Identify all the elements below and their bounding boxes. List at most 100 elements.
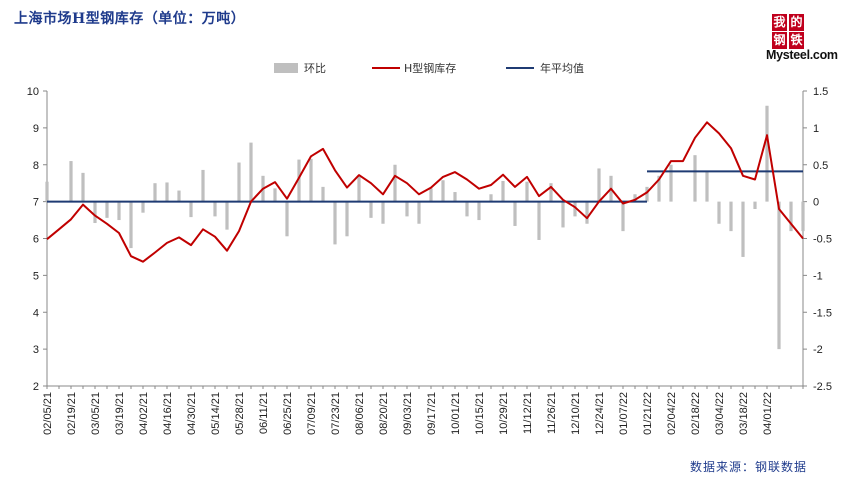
x-tick-label: 10/15/21 <box>474 392 486 435</box>
x-tick-label: 02/05/21 <box>42 392 54 435</box>
change-bar <box>345 201 349 237</box>
change-bar <box>393 164 397 202</box>
change-bar <box>441 180 445 202</box>
change-bar <box>105 201 109 218</box>
x-tick-label: 03/04/22 <box>714 392 726 435</box>
change-bar <box>69 161 73 202</box>
logo-char: 我 <box>772 14 787 31</box>
x-tick-label: 09/17/21 <box>426 392 438 435</box>
x-tick-label: 05/14/21 <box>210 392 222 435</box>
x-tick-label: 07/09/21 <box>306 392 318 435</box>
y-right-tick-label: 0 <box>813 197 819 209</box>
y-left-tick-label: 4 <box>33 307 39 319</box>
legend-swatch-change <box>274 63 298 73</box>
x-tick-label: 06/25/21 <box>282 392 294 435</box>
logo-char: 钢 <box>772 32 787 49</box>
change-bar <box>285 201 289 237</box>
x-tick-label: 08/20/21 <box>378 392 390 435</box>
change-bar <box>621 201 625 232</box>
x-tick-label: 10/29/21 <box>498 392 510 435</box>
y-right-tick-label: -1 <box>813 270 823 282</box>
change-bar <box>369 201 373 218</box>
change-bar <box>561 201 565 228</box>
change-bar <box>309 158 313 202</box>
change-bar <box>417 201 421 224</box>
change-bar <box>81 172 85 202</box>
x-tick-label: 08/06/21 <box>354 392 366 435</box>
x-tick-label: 04/02/21 <box>138 392 150 435</box>
y-right-tick-label: 1 <box>813 123 819 135</box>
chart-title: 上海市场H型钢库存（单位：万吨） <box>14 11 246 27</box>
change-bar <box>213 201 217 217</box>
change-bar <box>537 201 541 240</box>
change-bar <box>525 181 529 202</box>
x-tick-label: 05/28/21 <box>234 392 246 435</box>
change-bar <box>549 183 553 202</box>
x-tick-label: 04/01/22 <box>762 392 774 435</box>
change-bar <box>705 170 709 202</box>
legend-label-change: 环比 <box>304 62 326 75</box>
change-bar <box>753 201 757 209</box>
y-right-tick-label: 0.5 <box>813 160 828 172</box>
x-tick-label: 01/07/22 <box>618 392 630 435</box>
x-tick-label: 03/18/22 <box>738 392 750 435</box>
change-bar <box>765 105 769 202</box>
y-left-tick-label: 2 <box>33 381 39 393</box>
legend-label-average: 年平均值 <box>540 61 584 75</box>
change-bar <box>573 201 577 217</box>
change-bar <box>249 142 253 202</box>
change-bar <box>777 201 781 350</box>
x-tick-label: 12/10/21 <box>570 392 582 435</box>
change-bar <box>177 190 181 202</box>
x-tick-label: 09/03/21 <box>402 392 414 435</box>
change-bar <box>45 181 49 202</box>
x-tick-label: 03/19/21 <box>114 392 126 435</box>
change-bar <box>633 194 637 202</box>
change-bar <box>117 201 121 221</box>
change-bar <box>453 192 457 202</box>
change-bar <box>273 188 277 202</box>
x-tick-label: 01/21/22 <box>642 392 654 435</box>
change-bar <box>129 201 133 249</box>
y-left-tick-label: 10 <box>27 86 39 98</box>
change-bar <box>513 201 517 226</box>
change-bar <box>201 169 205 202</box>
logo-char: 的 <box>789 14 804 31</box>
change-bar <box>645 186 649 202</box>
change-bar <box>237 162 241 202</box>
x-tick-label: 03/05/21 <box>90 392 102 435</box>
change-bar <box>225 201 229 230</box>
x-tick-label: 10/01/21 <box>450 392 462 435</box>
x-tick-label: 04/30/21 <box>186 392 198 435</box>
logo-wordmark: Mysteel.com <box>766 48 838 62</box>
change-bar <box>657 175 661 202</box>
x-tick-label: 02/04/22 <box>666 392 678 435</box>
x-tick-label: 11/26/21 <box>546 392 558 434</box>
y-left-tick-label: 9 <box>33 123 39 135</box>
change-bar <box>165 182 169 202</box>
change-bar <box>429 188 433 202</box>
change-bar <box>405 201 409 217</box>
change-bar <box>693 155 697 202</box>
y-right-tick-label: -1.5 <box>813 307 832 319</box>
logo-char: 铁 <box>789 32 804 49</box>
y-right-tick-label: -0.5 <box>813 234 832 246</box>
change-bar <box>789 201 793 232</box>
y-left-tick-label: 5 <box>33 270 39 282</box>
y-left-tick-label: 6 <box>33 234 39 246</box>
change-bar <box>669 164 673 202</box>
change-bar <box>381 201 385 224</box>
x-tick-label: 02/18/22 <box>690 392 702 435</box>
change-bar <box>141 201 145 213</box>
x-tick-label: 04/16/21 <box>162 392 174 435</box>
change-bar <box>489 194 493 202</box>
change-bar <box>93 201 97 224</box>
change-bar <box>717 201 721 224</box>
change-bar <box>741 201 745 257</box>
y-right-tick-label: 1.5 <box>813 86 828 98</box>
change-bar <box>729 201 733 232</box>
change-bar <box>321 186 325 202</box>
change-bar <box>297 159 301 202</box>
change-bar <box>189 201 193 218</box>
